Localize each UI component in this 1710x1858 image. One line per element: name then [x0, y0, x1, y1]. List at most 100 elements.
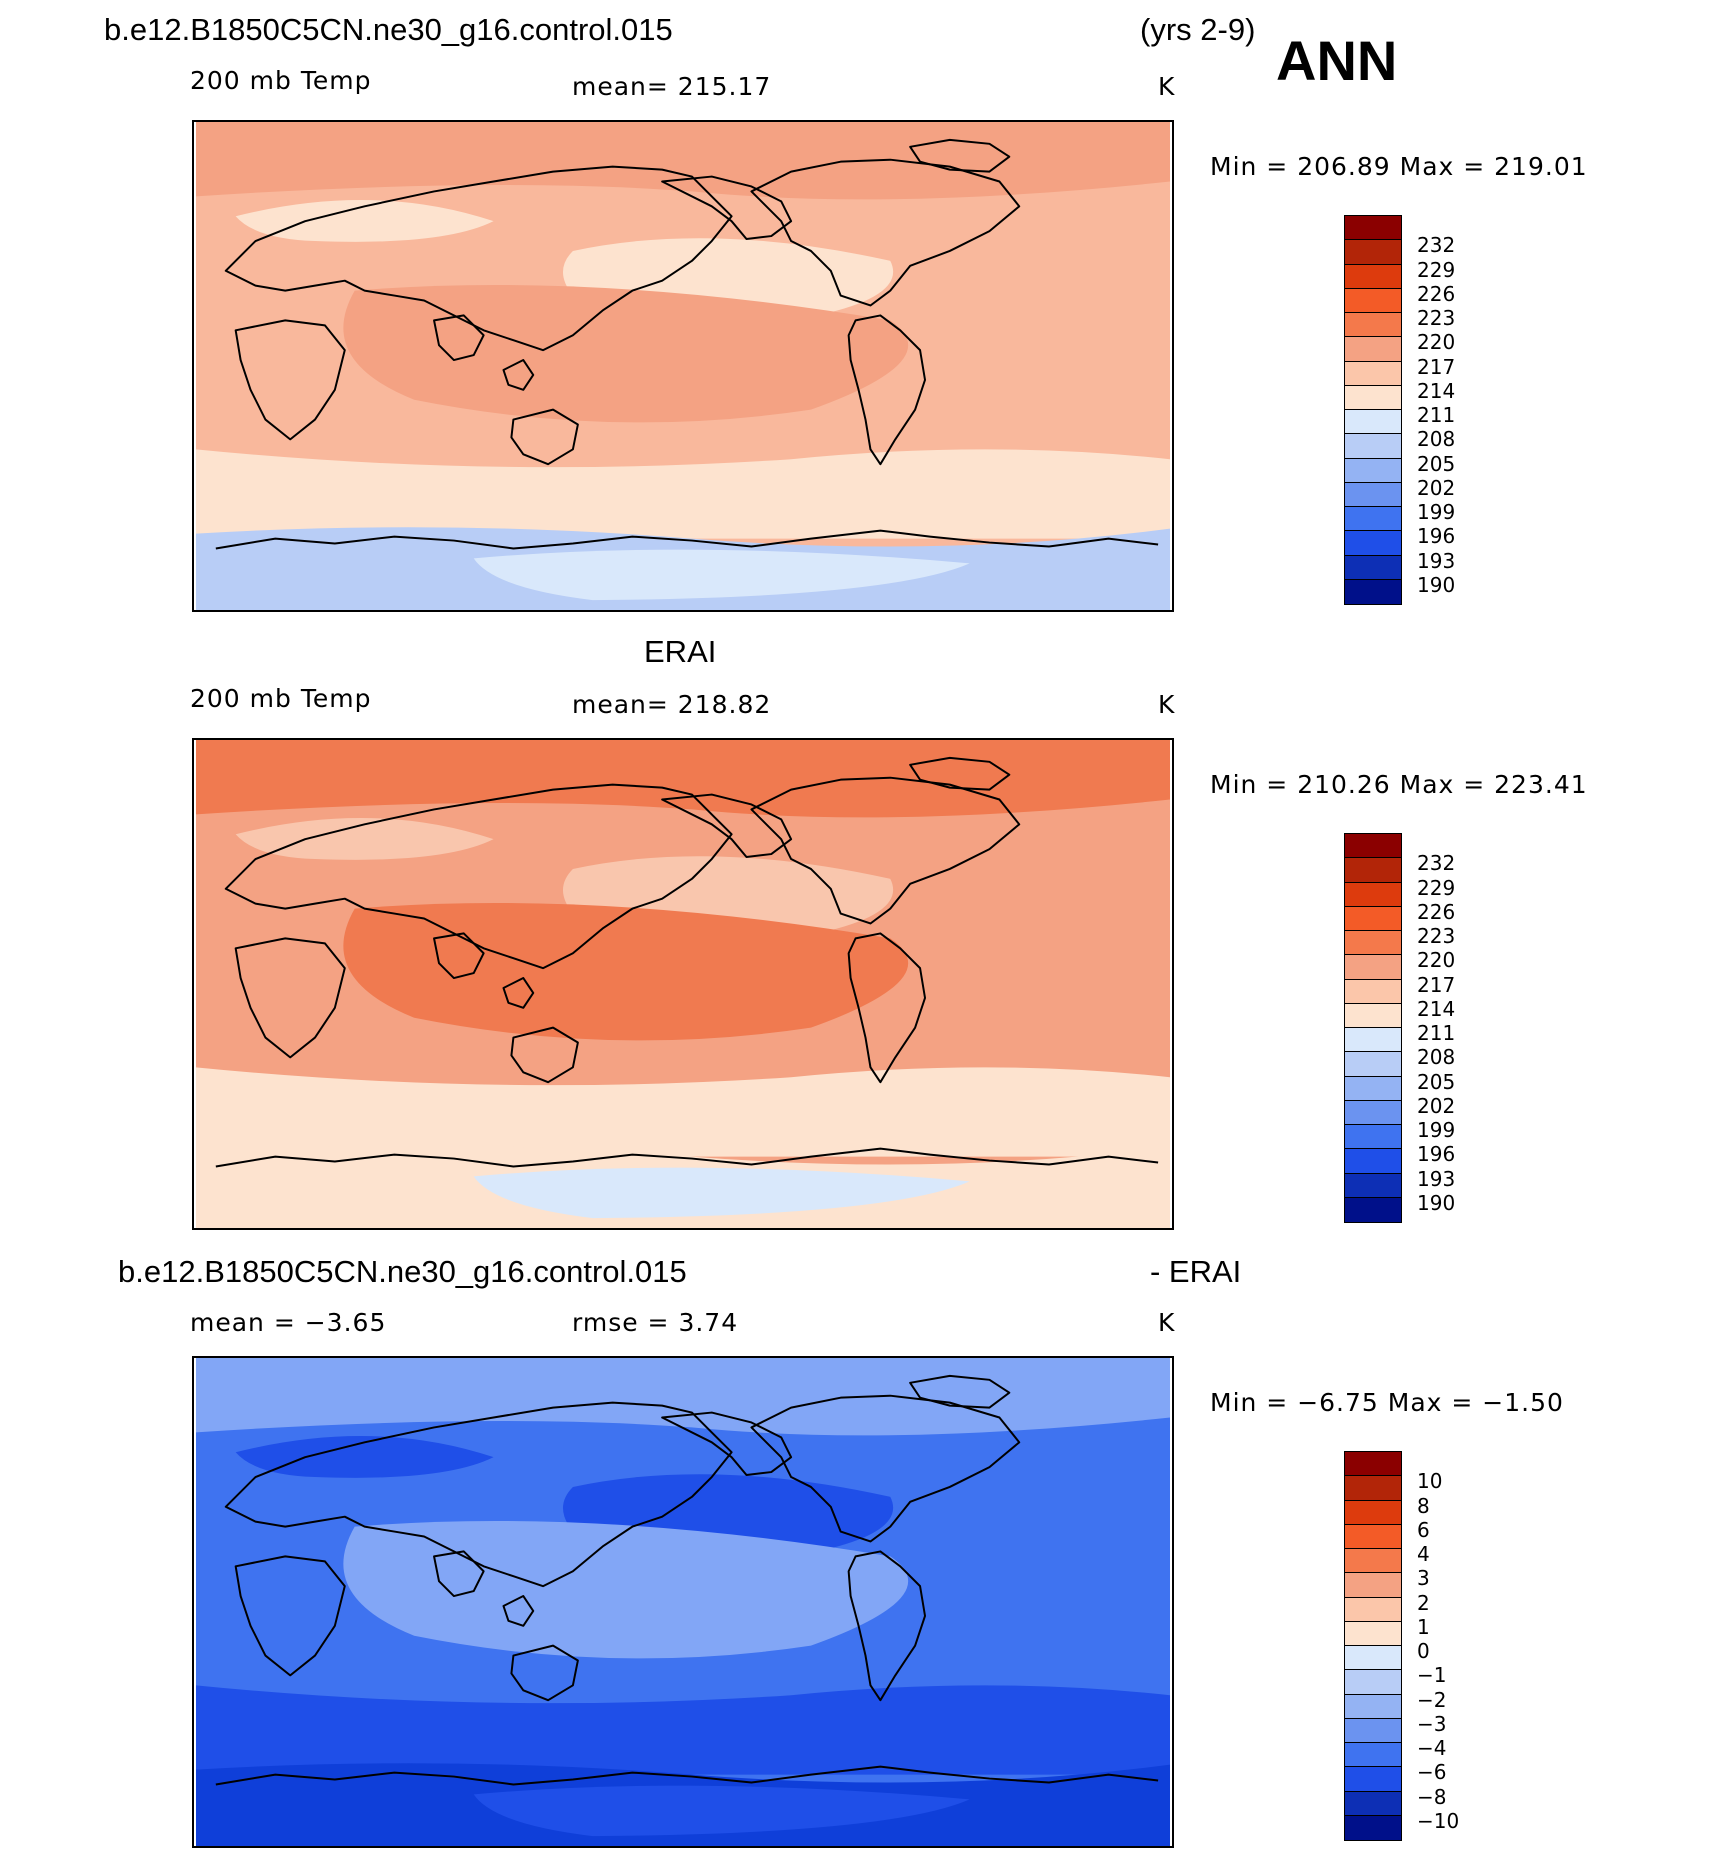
colorbar-label: 199	[1417, 500, 1456, 524]
field-antarctic-patch	[473, 549, 970, 601]
colorbar-label: 196	[1417, 1142, 1456, 1167]
coastline-4	[510, 408, 579, 466]
field-antarctic-patch	[473, 1785, 970, 1837]
contour-map-svg	[195, 122, 1171, 610]
colorbar-swatch	[1344, 554, 1402, 581]
colorbar-label: 202	[1417, 475, 1456, 500]
panel2-minmax: Min = 210.26 Max = 223.41	[1210, 770, 1588, 799]
colorbar-swatch	[1344, 578, 1402, 605]
coastline-0	[224, 165, 733, 352]
colorbar-label: 199	[1417, 1118, 1456, 1142]
colorbar-swatch	[1344, 336, 1402, 362]
colorbar-swatch	[1344, 833, 1402, 859]
field-tropical-band	[343, 284, 909, 423]
colorbar-label: 208	[1417, 427, 1456, 452]
coastline-0	[224, 783, 733, 970]
field-southern-band	[195, 1067, 1171, 1157]
colorbar-swatch	[1344, 1099, 1402, 1126]
colorbar-label: 0	[1417, 1639, 1430, 1663]
colorbar-swatch	[1344, 1172, 1402, 1199]
coastline-3	[502, 359, 535, 391]
colorbar-label: −1	[1417, 1663, 1447, 1688]
panel3-title-left: b.e12.B1850C5CN.ne30_g16.control.015	[118, 1254, 687, 1289]
colorbar-swatch	[1344, 881, 1402, 908]
panel1-variable: 200 mb Temp	[190, 66, 372, 95]
colorbar-swatch	[1344, 1148, 1402, 1174]
colorbar-swatch	[1344, 287, 1402, 314]
field-north-band	[195, 122, 1171, 200]
colorbar-swatch	[1344, 215, 1402, 241]
coastline-1	[234, 937, 346, 1059]
colorbar-swatch	[1344, 1027, 1402, 1053]
colorbar-swatch	[1344, 481, 1402, 508]
colorbar-label: 196	[1417, 524, 1456, 549]
coastline-1	[234, 1555, 346, 1677]
colorbar-swatch	[1344, 384, 1402, 411]
panel1-mean: mean= 215.17	[572, 72, 772, 101]
years-label: (yrs 2-9)	[1140, 12, 1256, 47]
field-eurasia-patch	[235, 200, 494, 242]
colorbar-label: 214	[1417, 378, 1456, 403]
coastline-5	[661, 1411, 793, 1477]
panel2-mean: mean= 218.82	[572, 690, 772, 719]
coastline-6	[750, 158, 1021, 307]
colorbar-label: 232	[1417, 233, 1456, 258]
coastline-5	[661, 793, 793, 859]
coastline-9	[215, 1147, 1159, 1168]
colorbar-label: 232	[1417, 851, 1456, 876]
colorbar-label: 193	[1417, 1166, 1456, 1191]
colorbar-label: −8	[1417, 1784, 1447, 1809]
coastline-2	[433, 932, 485, 980]
colorbar-label: −3	[1417, 1711, 1447, 1736]
field-eurasia-patch	[235, 1436, 494, 1478]
panel1-map	[192, 120, 1174, 612]
colorbar-label: 3	[1417, 1566, 1430, 1591]
colorbar-swatch	[1344, 1620, 1402, 1647]
colorbar-label: 214	[1417, 996, 1456, 1021]
colorbar-label: 6	[1417, 1517, 1430, 1542]
colorbar-label: 223	[1417, 924, 1456, 948]
colorbar-label: 211	[1417, 1021, 1456, 1045]
colorbar-label: 190	[1417, 1190, 1456, 1215]
coastline-4	[510, 1026, 579, 1084]
panel3-mean: mean = −3.65	[190, 1308, 387, 1337]
colorbar-label: 190	[1417, 572, 1456, 597]
coastline-4	[510, 1644, 579, 1702]
colorbar-swatch	[1344, 1051, 1402, 1077]
panel2-units: K	[1158, 690, 1176, 719]
colorbar-label: 229	[1417, 257, 1456, 282]
colorbar-swatch	[1344, 1196, 1402, 1223]
colorbar-swatch	[1344, 1523, 1402, 1550]
field-tropical-band	[343, 1520, 909, 1659]
field-tropical-band	[343, 902, 909, 1041]
panel2-title: ERAI	[644, 634, 717, 669]
panel2-colorbar: 232 229 226 223 220 217 214 211 208 205 202 199 196 1…	[1344, 833, 1484, 1223]
colorbar-swatch	[1344, 1693, 1402, 1720]
coastline-7	[909, 756, 1011, 791]
colorbar-label: 217	[1417, 354, 1456, 379]
colorbar-swatch	[1344, 1814, 1402, 1841]
panel3-title-right: - ERAI	[1150, 1254, 1242, 1289]
colorbar-swatch	[1344, 1572, 1402, 1598]
colorbar-label: 220	[1417, 948, 1456, 973]
field-antarctic-patch	[473, 1167, 970, 1219]
colorbar-label: −2	[1417, 1687, 1447, 1712]
colorbar-swatch	[1344, 409, 1402, 435]
colorbar-swatch	[1344, 1002, 1402, 1029]
panel2-map	[192, 738, 1174, 1230]
panel3-units: K	[1158, 1308, 1176, 1337]
season-label: ANN	[1276, 29, 1398, 92]
panel3-colorbar: 10 8 6 4 3 2 1 0 −1 −2 −3 −4 −6 −8 −10	[1344, 1451, 1484, 1841]
colorbar-swatch	[1344, 930, 1402, 956]
colorbar-swatch	[1344, 1475, 1402, 1501]
panel1-units: K	[1158, 72, 1176, 101]
colorbar-label: 2	[1417, 1590, 1430, 1615]
coastline-9	[215, 529, 1159, 550]
panel2-variable: 200 mb Temp	[190, 684, 372, 713]
field-southern-band	[195, 449, 1171, 539]
panel1-minmax: Min = 206.89 Max = 219.01	[1210, 152, 1588, 181]
colorbar-label: 4	[1417, 1542, 1430, 1566]
field-north-band	[195, 1358, 1171, 1436]
colorbar-label: 8	[1417, 1493, 1430, 1518]
colorbar-swatch	[1344, 905, 1402, 932]
